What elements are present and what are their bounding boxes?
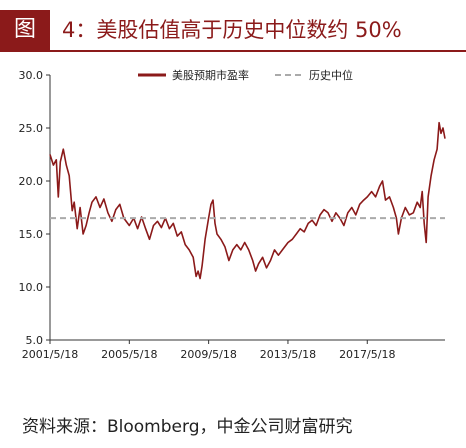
x-tick-label: 2009/5/18 <box>180 348 236 361</box>
x-tick-label: 2001/5/18 <box>22 348 78 361</box>
y-tick-label: 15.0 <box>19 228 44 241</box>
title-divider <box>0 50 466 52</box>
legend-label: 美股预期市盈率 <box>172 68 249 82</box>
x-tick-label: 2013/5/18 <box>260 348 316 361</box>
y-tick-label: 25.0 <box>19 122 44 135</box>
y-tick-label: 20.0 <box>19 175 44 188</box>
source-note: 资料来源：Bloomberg，中金公司财富研究 <box>22 417 353 437</box>
figure-title-bar: 图 4：美股估值高于历史中位数约 50% <box>0 0 466 52</box>
pe-ratio-line <box>49 121 446 280</box>
y-tick-label: 5.0 <box>26 334 44 347</box>
chart-axes: 5.0 10.0 15.0 20.0 25.0 30.0 2001/5/18 2005/5/1… <box>19 69 445 361</box>
y-tick-label: 10.0 <box>19 281 44 294</box>
legend-label: 历史中位 <box>309 68 353 82</box>
chart-series-layer <box>49 121 446 280</box>
figure-title: 4：美股估值高于历史中位数约 50% <box>62 18 402 42</box>
pe-ratio-chart: 美股预期市盈率 历史中位 5.0 10.0 15.0 20.0 25.0 30.0 2001/… <box>19 68 446 361</box>
x-tick-label: 2017/5/18 <box>339 348 395 361</box>
chart-legend: 美股预期市盈率 历史中位 <box>138 68 353 82</box>
y-tick-label: 30.0 <box>19 69 44 82</box>
x-tick-label: 2005/5/18 <box>101 348 157 361</box>
figure-label: 图 <box>0 10 50 50</box>
